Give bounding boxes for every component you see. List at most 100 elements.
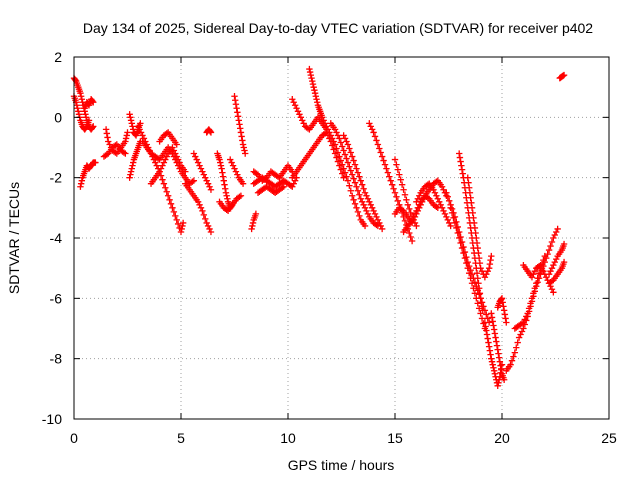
data-point: [329, 142, 336, 149]
data-point: [475, 280, 482, 287]
data-point: [192, 153, 199, 160]
data-point: [540, 267, 547, 275]
data-point: [533, 280, 540, 287]
data-point: [485, 264, 493, 272]
data-point: [554, 225, 561, 233]
data-point: [289, 183, 296, 190]
data-point: [331, 126, 339, 133]
data-series-arc-k3: [556, 71, 568, 82]
data-series-arc-f2: [289, 129, 347, 181]
data-point: [525, 305, 533, 312]
data-point: [106, 141, 113, 148]
data-point: [527, 300, 534, 307]
data-point: [486, 260, 494, 268]
data-series-arc-k1: [545, 258, 568, 287]
data-point: [172, 150, 179, 157]
data-point: [373, 213, 380, 221]
data-point: [336, 153, 343, 160]
data-point: [386, 173, 393, 180]
data-point: [446, 197, 453, 204]
data-point: [351, 179, 359, 186]
data-point: [367, 201, 374, 209]
data-point: [560, 258, 568, 266]
data-point: [356, 191, 363, 198]
data-point: [478, 267, 486, 275]
data-point: [319, 114, 326, 121]
data-point: [202, 174, 209, 181]
data-point: [172, 212, 179, 220]
data-point: [354, 187, 362, 194]
data-point: [182, 168, 189, 175]
data-point: [169, 144, 176, 151]
data-point: [441, 210, 449, 218]
data-point: [129, 123, 136, 130]
data-point: [484, 267, 491, 275]
data-point: [438, 204, 446, 212]
data-point: [470, 219, 478, 227]
data-point: [170, 147, 178, 154]
data-point: [162, 184, 169, 191]
data-point: [498, 295, 506, 302]
data-point: [224, 195, 231, 202]
data-point: [518, 328, 526, 335]
data-point: [200, 211, 208, 219]
data-point: [353, 204, 360, 212]
data-point: [323, 123, 330, 130]
data-point: [176, 159, 183, 166]
data-point: [274, 173, 282, 180]
data-point: [508, 357, 516, 364]
data-point: [306, 68, 314, 76]
data-point: [397, 176, 404, 183]
data-point: [311, 90, 319, 97]
data-point: [173, 216, 180, 224]
data-point: [347, 187, 354, 194]
data-point: [548, 278, 556, 285]
data-point: [357, 195, 364, 202]
data-point: [463, 259, 470, 267]
data-point: [361, 204, 369, 212]
data-point: [458, 238, 466, 246]
data-point: [232, 168, 240, 175]
data-point: [112, 142, 119, 149]
data-point: [407, 233, 414, 241]
data-point: [488, 310, 495, 317]
data-point: [374, 141, 382, 148]
data-point: [152, 159, 159, 166]
data-point: [481, 319, 489, 326]
data-point: [160, 180, 168, 187]
data-point: [458, 244, 466, 252]
data-point: [464, 174, 471, 181]
data-point: [493, 338, 500, 345]
data-point: [458, 166, 466, 173]
data-point: [122, 135, 130, 142]
data-point: [550, 261, 557, 269]
data-point: [174, 156, 182, 163]
data-point: [331, 141, 339, 148]
data-point: [400, 186, 407, 193]
data-point: [387, 177, 394, 184]
data-point: [366, 120, 373, 127]
data-point: [440, 186, 447, 193]
data-point: [553, 255, 560, 263]
data-series-arc-j2: [511, 252, 548, 332]
data-point: [334, 149, 342, 156]
data-point: [495, 379, 502, 386]
data-point: [498, 366, 505, 373]
data-point: [164, 192, 172, 199]
data-point: [530, 271, 537, 278]
data-series-arc-e1: [248, 210, 260, 233]
data-point: [447, 204, 454, 212]
data-point: [464, 264, 471, 272]
data-point: [216, 156, 223, 163]
data-point: [203, 219, 210, 227]
data-point: [373, 137, 380, 144]
data-point: [320, 117, 327, 124]
data-point: [77, 180, 85, 187]
data-point: [473, 234, 480, 242]
data-point: [129, 162, 136, 169]
data-point: [300, 120, 307, 127]
data-point: [127, 171, 134, 178]
data-point: [370, 129, 377, 136]
data-point: [77, 183, 84, 190]
